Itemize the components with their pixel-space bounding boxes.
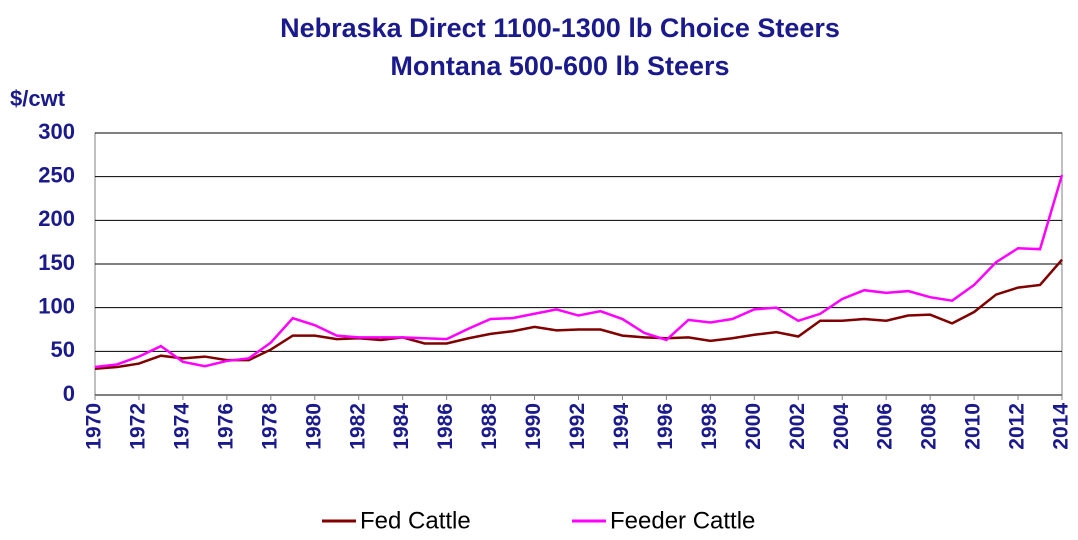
x-tick-label: 1986 [434, 403, 457, 450]
x-tick-label: 1978 [258, 403, 281, 450]
x-tick-label: 1974 [170, 403, 193, 450]
y-tick-label: 300 [38, 119, 75, 144]
x-tick-label: 1970 [83, 403, 106, 450]
x-tick-label: 2008 [918, 403, 941, 450]
x-tick-label: 1982 [346, 403, 369, 450]
y-tick-label: 150 [38, 250, 75, 275]
x-tick-label: 1972 [127, 403, 150, 450]
x-tick-label: 2010 [962, 403, 985, 450]
y-tick-label: 100 [38, 293, 75, 318]
chart-subtitle: Montana 500-600 lb Steers [390, 51, 729, 81]
x-tick-label: 1998 [698, 403, 721, 450]
x-tick-label: 1976 [214, 403, 237, 450]
y-tick-label: 250 [38, 162, 75, 187]
x-tick-label: 1984 [390, 403, 413, 450]
y-tick-label: 50 [51, 337, 75, 362]
x-tick-label: 2004 [830, 403, 853, 450]
legend-label: Fed Cattle [360, 507, 471, 534]
x-tick-label: 2000 [742, 403, 765, 450]
chart-title: Nebraska Direct 1100-1300 lb Choice Stee… [280, 13, 840, 43]
data-line [94, 258, 1063, 371]
data-line [94, 174, 1064, 369]
x-tick-label: 1980 [302, 403, 325, 450]
x-tick-label: 2006 [874, 403, 897, 450]
x-tick-label: 1988 [478, 403, 501, 450]
y-tick-label: 200 [38, 206, 75, 231]
x-tick-label: 1990 [522, 403, 545, 450]
legend-label: Feeder Cattle [610, 507, 755, 534]
x-tick-label: 2012 [1006, 403, 1029, 450]
y-tick-label: 0 [63, 381, 75, 406]
x-tick-label: 2002 [786, 403, 809, 450]
x-tick-label: 1994 [610, 403, 633, 450]
x-tick-label: 1996 [654, 403, 677, 450]
y-axis-label: $/cwt [10, 86, 66, 111]
x-tick-label: 1992 [566, 403, 589, 450]
x-tick-label: 2014 [1050, 403, 1073, 450]
